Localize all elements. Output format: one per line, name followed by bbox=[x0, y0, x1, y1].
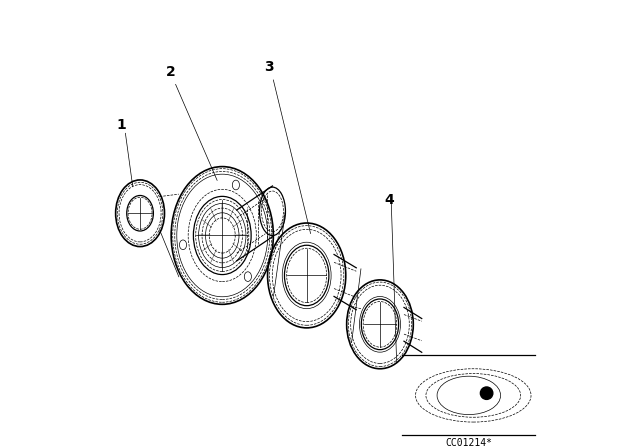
Text: 2: 2 bbox=[166, 65, 176, 78]
Circle shape bbox=[481, 387, 493, 400]
Text: 4: 4 bbox=[384, 194, 394, 207]
Text: 3: 3 bbox=[264, 60, 274, 74]
Text: CC01214*: CC01214* bbox=[445, 439, 492, 448]
Text: 1: 1 bbox=[116, 118, 126, 132]
